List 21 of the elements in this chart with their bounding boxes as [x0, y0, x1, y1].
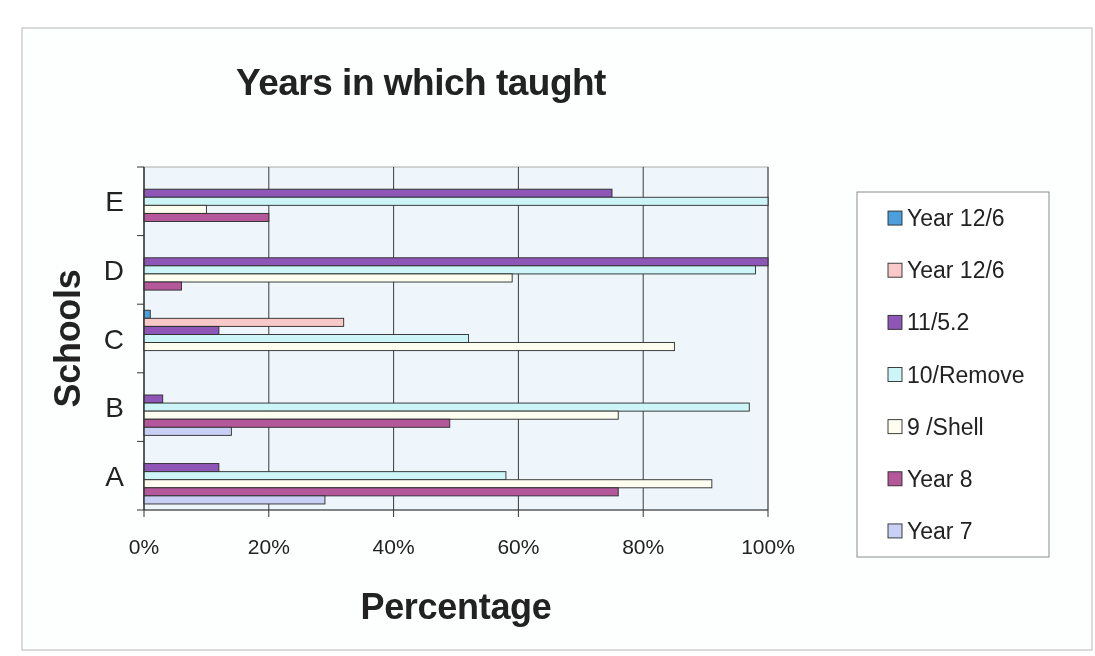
y-axis-title: Schools — [47, 269, 88, 408]
legend-label: Year 12/6 — [907, 205, 1005, 232]
x-axis-title: Percentage — [360, 586, 552, 627]
y-tick-label: A — [105, 460, 125, 492]
legend-label: 11/5.2 — [907, 309, 970, 336]
legend-label: 9 /Shell — [907, 413, 984, 440]
x-tick-label: 40% — [372, 535, 415, 558]
x-tick-label: 20% — [247, 535, 290, 558]
x-tick-label: 0% — [128, 535, 160, 558]
y-tick-label: D — [103, 254, 124, 286]
legend-label: 10/Remove — [907, 361, 1025, 388]
x-tick-label: 60% — [497, 535, 540, 558]
chart-title: Years in which taught — [236, 62, 607, 103]
legend-label: Year 8 — [907, 465, 973, 492]
y-tick-label: E — [105, 185, 124, 217]
y-tick-label: C — [103, 323, 124, 354]
legend-label: Year 7 — [907, 517, 973, 544]
legend-label: Year 12/6 — [907, 257, 1005, 284]
y-tick-label: B — [105, 391, 124, 423]
x-tick-label: 100% — [741, 535, 795, 558]
x-tick-label: 80% — [622, 535, 665, 558]
